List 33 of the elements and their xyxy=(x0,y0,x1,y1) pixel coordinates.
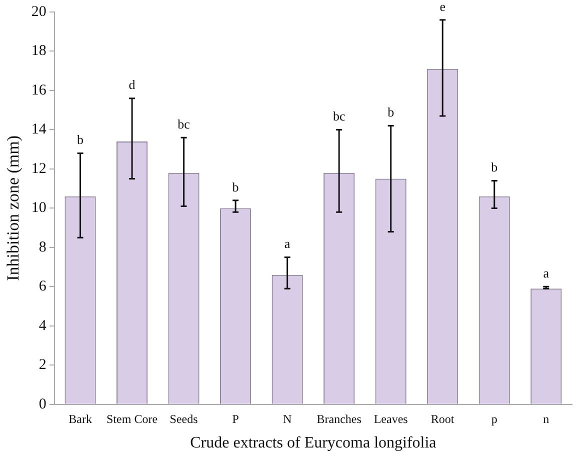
y-tick-label: 12 xyxy=(31,160,46,177)
x-tick-label: Leaves xyxy=(374,412,408,426)
annotation: bc xyxy=(332,108,346,124)
x-tick-label: Branches xyxy=(316,412,362,426)
x-tick-label: Bark xyxy=(68,412,92,426)
y-tick-label: 20 xyxy=(31,4,46,20)
y-tick-label: 10 xyxy=(31,200,46,216)
x-tick-label: p xyxy=(491,412,498,426)
x-tick-label: P xyxy=(232,412,240,426)
annotation: a xyxy=(284,236,290,252)
x-tick-label: n xyxy=(543,412,550,426)
x-tick-label: Root xyxy=(430,412,455,426)
y-tick-label: 4 xyxy=(38,318,47,334)
y-tick-label: 8 xyxy=(38,239,46,256)
x-tick-label: Stem Core xyxy=(106,412,158,426)
annotation: b xyxy=(388,104,394,120)
annotation: a xyxy=(543,266,550,281)
annotation: b xyxy=(232,179,239,194)
y-tick-label: 18 xyxy=(31,43,46,60)
annotation: e xyxy=(440,0,446,14)
x-axis-title: Crude extracts of Eurycoma longifolia xyxy=(190,434,436,452)
y-tick-label: 14 xyxy=(31,122,47,138)
y-axis-title: Inhibition zone (mm) xyxy=(4,135,23,281)
annotation: d xyxy=(128,77,136,92)
y-tick-label: 16 xyxy=(31,82,47,98)
y-tick-label: 2 xyxy=(38,357,46,374)
y-tick-label: 6 xyxy=(38,278,47,295)
annotation: bc xyxy=(178,116,190,132)
x-tick-label: N xyxy=(282,412,292,426)
y-tick-label: 0 xyxy=(38,396,46,412)
annotation: b xyxy=(491,160,498,175)
x-tick-label: Seeds xyxy=(170,412,198,426)
annotation: b xyxy=(77,132,84,148)
